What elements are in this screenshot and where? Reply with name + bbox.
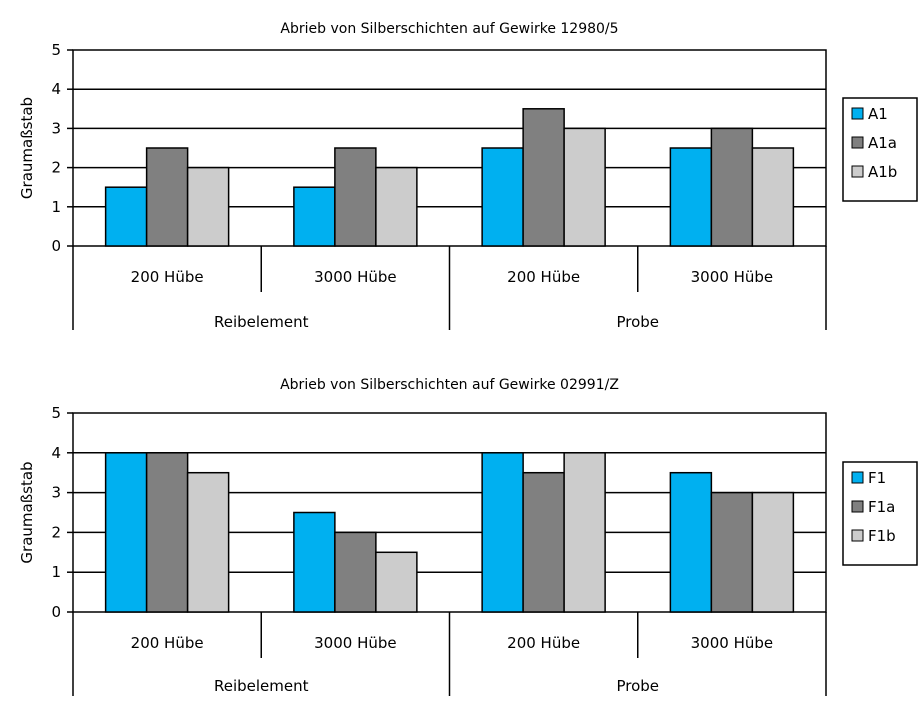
legend: F1 F1a F1b xyxy=(843,462,917,565)
x-category-label: 200 Hübe xyxy=(131,268,204,286)
bar-A1b-1 xyxy=(188,168,229,246)
bar-F1a-1 xyxy=(147,453,188,612)
legend-swatch-F1 xyxy=(852,472,863,483)
y-tick-label: 5 xyxy=(51,404,61,422)
bar-F1-1 xyxy=(106,453,147,612)
x-group-label: Probe xyxy=(616,677,659,695)
y-tick-label: 2 xyxy=(51,523,61,541)
bar-A1a-3 xyxy=(523,109,564,246)
legend-label: A1b xyxy=(868,163,897,181)
bar-F1-2 xyxy=(294,513,335,613)
chart-title: Abrieb von Silberschichten auf Gewirke 0… xyxy=(280,377,619,393)
legend-label: A1 xyxy=(868,105,888,123)
y-tick-label: 0 xyxy=(51,603,61,621)
bar-A1b-3 xyxy=(564,128,605,246)
chart-2: Abrieb von Silberschichten auf Gewirke 0… xyxy=(18,377,917,696)
legend-label: A1a xyxy=(868,134,897,152)
chart-title: Abrieb von Silberschichten auf Gewirke 1… xyxy=(280,21,618,37)
x-category-label: 200 Hübe xyxy=(507,634,580,652)
y-tick-label: 3 xyxy=(51,484,61,502)
legend-swatch-A1 xyxy=(852,108,863,119)
y-tick-label: 0 xyxy=(51,237,61,255)
bar-F1b-4 xyxy=(752,493,793,612)
x-category-label: 3000 Hübe xyxy=(691,268,773,286)
bar-F1b-3 xyxy=(564,453,605,612)
bar-F1b-1 xyxy=(188,473,229,612)
x-category-label: 3000 Hübe xyxy=(691,634,773,652)
y-tick-label: 1 xyxy=(51,563,61,581)
x-category-label: 200 Hübe xyxy=(507,268,580,286)
y-tick-label: 5 xyxy=(51,41,61,59)
bar-F1a-2 xyxy=(335,532,376,612)
legend-swatch-A1a xyxy=(852,137,863,148)
legend: A1 A1a A1b xyxy=(843,98,917,201)
bar-A1-3 xyxy=(482,148,523,246)
x-category-label: 3000 Hübe xyxy=(314,268,396,286)
bar-F1-3 xyxy=(482,453,523,612)
y-tick-label: 4 xyxy=(51,80,61,98)
legend-label: F1b xyxy=(868,527,896,545)
legend-swatch-A1b xyxy=(852,166,863,177)
y-tick-label: 1 xyxy=(51,198,61,216)
bar-A1-1 xyxy=(106,187,147,246)
bar-A1b-4 xyxy=(752,148,793,246)
y-tick-label: 2 xyxy=(51,159,61,177)
x-category-label: 200 Hübe xyxy=(131,634,204,652)
bar-A1a-1 xyxy=(147,148,188,246)
x-group-label: Probe xyxy=(616,313,659,331)
bar-A1a-4 xyxy=(711,128,752,246)
y-tick-label: 4 xyxy=(51,444,61,462)
bar-A1-4 xyxy=(670,148,711,246)
y-axis-label: Graumaßstab xyxy=(18,461,36,563)
legend-swatch-F1b xyxy=(852,530,863,541)
y-axis-label: Graumaßstab xyxy=(18,97,36,199)
x-category-label: 3000 Hübe xyxy=(314,634,396,652)
legend-swatch-F1a xyxy=(852,501,863,512)
chart-1: Abrieb von Silberschichten auf Gewirke 1… xyxy=(18,21,917,331)
x-group-label: Reibelement xyxy=(214,677,309,695)
legend-label: F1a xyxy=(868,498,895,516)
y-tick-label: 3 xyxy=(51,119,61,137)
bar-F1a-4 xyxy=(711,493,752,612)
legend-label: F1 xyxy=(868,469,886,487)
bar-A1b-2 xyxy=(376,168,417,246)
bar-A1a-2 xyxy=(335,148,376,246)
bar-A1-2 xyxy=(294,187,335,246)
x-group-label: Reibelement xyxy=(214,313,309,331)
bar-F1b-2 xyxy=(376,552,417,612)
bar-F1-4 xyxy=(670,473,711,612)
bar-F1a-3 xyxy=(523,473,564,612)
